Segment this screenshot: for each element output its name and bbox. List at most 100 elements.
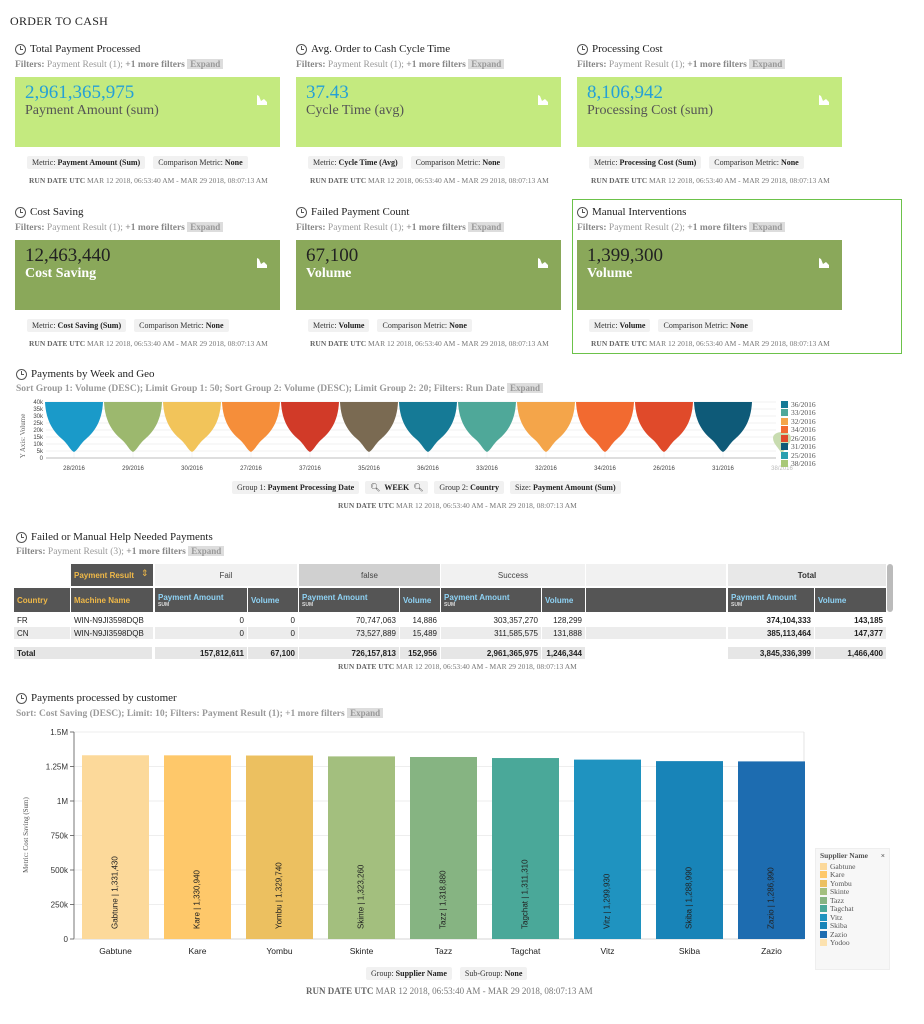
chart-type-icon[interactable] <box>818 93 830 105</box>
metric-pill[interactable]: Metric: Cycle Time (Avg) <box>308 156 403 169</box>
metric-pill[interactable]: Metric: Volume <box>308 319 370 332</box>
expand-button[interactable]: Expand <box>506 383 543 393</box>
filters-label: Filters: <box>577 223 607 233</box>
comparison-pill[interactable]: Comparison Metric: None <box>377 319 472 332</box>
total-cell: 1,466,400 <box>815 647 886 659</box>
violin-mark[interactable] <box>635 402 693 452</box>
chart-type-icon[interactable] <box>537 93 549 105</box>
violin-mark[interactable] <box>281 402 339 452</box>
bar[interactable] <box>246 755 313 939</box>
violin-mark[interactable] <box>399 402 457 452</box>
violin-mark[interactable] <box>163 402 221 452</box>
expand-button[interactable]: Expand <box>187 222 224 232</box>
bar[interactable] <box>410 756 477 939</box>
chart-type-icon[interactable] <box>256 93 268 105</box>
chart-type-icon[interactable] <box>256 256 268 268</box>
expand-button[interactable]: Expand <box>347 708 384 718</box>
legend-item[interactable]: Yombu <box>820 879 889 888</box>
violin-mark[interactable] <box>694 402 752 452</box>
bar[interactable] <box>164 755 231 939</box>
failed-payments-table: Payment Result ⇕ Fail false Success Total Coun… <box>14 564 894 664</box>
group-header-success: Success <box>441 564 585 586</box>
more-filters-link[interactable]: +1 more filters <box>126 547 186 557</box>
legend-item[interactable]: 32/2016 <box>781 417 891 426</box>
chart-type-icon[interactable] <box>818 256 830 268</box>
close-icon[interactable]: × <box>880 851 885 860</box>
zoom-in-icon[interactable]: 🔍︎ <box>413 483 424 492</box>
legend-item[interactable]: Kare <box>820 870 889 879</box>
expand-button[interactable]: Expand <box>468 222 505 232</box>
kpi-card[interactable]: 37.43 Cycle Time (avg) <box>296 77 561 147</box>
legend-item[interactable]: Gabtune <box>820 862 889 871</box>
zoom-out-icon[interactable]: 🔍︎ <box>370 483 381 492</box>
bar[interactable] <box>656 761 723 939</box>
more-filters-link[interactable]: +1 more filters <box>687 60 747 70</box>
legend-item[interactable]: 25/2016 <box>781 451 891 460</box>
legend-item[interactable]: 31/2016 <box>781 442 891 451</box>
kpi-card[interactable]: 12,463,440 Cost Saving <box>15 240 280 310</box>
comparison-pill[interactable]: Comparison Metric: None <box>153 156 248 169</box>
legend-item[interactable]: Tazz <box>820 896 889 905</box>
size-pill[interactable]: Size: Payment Amount (Sum) <box>509 481 621 494</box>
legend-item[interactable]: Yodoo <box>820 938 889 947</box>
comparison-pill[interactable]: Comparison Metric: None <box>658 319 753 332</box>
week-zoom-control[interactable]: 🔍︎ WEEK 🔍︎ <box>365 481 429 494</box>
comparison-pill[interactable]: Comparison Metric: None <box>709 156 804 169</box>
metric-pill[interactable]: Metric: Payment Amount (Sum) <box>27 156 146 169</box>
y-axis-label: Metric: Cost Saving (Sum) <box>22 797 30 873</box>
kpi-card[interactable]: 1,399,300 Volume <box>577 240 842 310</box>
legend-item[interactable]: Skiba <box>820 921 889 930</box>
week-geo-legend: 36/2016 33/2016 32/2016 34/2016 26/2016 31/20… <box>781 400 891 468</box>
expand-button[interactable]: Expand <box>187 59 224 69</box>
metric-pill[interactable]: Metric: Volume <box>589 319 651 332</box>
kpi-card[interactable]: 67,100 Volume <box>296 240 561 310</box>
legend-item[interactable]: Skinte <box>820 887 889 896</box>
legend-item[interactable]: 38/2016 <box>781 459 891 468</box>
kpi-card[interactable]: 2,961,365,975 Payment Amount (sum) <box>15 77 280 147</box>
legend-item[interactable]: 33/2016 <box>781 408 891 417</box>
filters-value: Payment Result (1); <box>46 60 123 70</box>
legend-item[interactable]: 34/2016 <box>781 425 891 434</box>
expand-button[interactable]: Expand <box>749 59 786 69</box>
violin-mark[interactable] <box>45 402 103 452</box>
more-filters-link[interactable]: +1 more filters <box>687 223 747 233</box>
subgroup-pill[interactable]: Sub-Group: None <box>459 967 528 980</box>
payment-amount-header: Payment Amount SUM <box>441 588 541 612</box>
kpi-card[interactable]: 8,106,942 Processing Cost (sum) <box>577 77 842 147</box>
expand-button[interactable]: Expand <box>749 222 786 232</box>
legend-item[interactable]: 26/2016 <box>781 434 891 443</box>
violin-mark[interactable] <box>576 402 634 452</box>
bar[interactable] <box>574 759 641 939</box>
legend-item[interactable]: Zazio <box>820 930 889 939</box>
more-filters-link[interactable]: +1 more filters <box>125 223 185 233</box>
table-scrollbar[interactable] <box>887 564 893 612</box>
bar-data-label: Gabtune | 1,331,430 <box>111 856 120 929</box>
bar[interactable] <box>82 755 149 939</box>
group-pill[interactable]: Group: Supplier Name <box>366 967 452 980</box>
bar[interactable] <box>492 758 559 939</box>
violin-mark[interactable] <box>458 402 516 452</box>
metric-pill[interactable]: Metric: Processing Cost (Sum) <box>589 156 702 169</box>
comparison-pill[interactable]: Comparison Metric: None <box>410 156 506 169</box>
legend-item[interactable]: 36/2016 <box>781 400 891 409</box>
group-header-total: Total <box>728 564 886 586</box>
violin-mark[interactable] <box>517 402 575 452</box>
legend-item[interactable]: Tagchat <box>820 904 889 913</box>
violin-mark[interactable] <box>222 402 280 452</box>
expand-button[interactable]: Expand <box>468 59 505 69</box>
more-filters-link[interactable]: +1 more filters <box>406 223 466 233</box>
violin-mark[interactable] <box>104 402 162 452</box>
legend-item[interactable]: Vitz <box>820 913 889 922</box>
chart-type-icon[interactable] <box>537 256 549 268</box>
group2-pill[interactable]: Group 2: Country <box>434 481 504 494</box>
expand-button[interactable]: Expand <box>188 546 225 556</box>
bar[interactable] <box>328 756 395 939</box>
violin-mark[interactable] <box>340 402 398 452</box>
more-filters-link[interactable]: +1 more filters <box>406 60 466 70</box>
more-filters-link[interactable]: +1 more filters <box>125 60 185 70</box>
comparison-pill[interactable]: Comparison Metric: None <box>134 319 229 332</box>
metric-pill[interactable]: Metric: Cost Saving (Sum) <box>27 319 127 332</box>
group1-pill[interactable]: Group 1: Payment Processing Date <box>232 481 360 494</box>
bar[interactable] <box>738 761 805 939</box>
sort-icon[interactable]: ⇕ <box>141 568 149 578</box>
